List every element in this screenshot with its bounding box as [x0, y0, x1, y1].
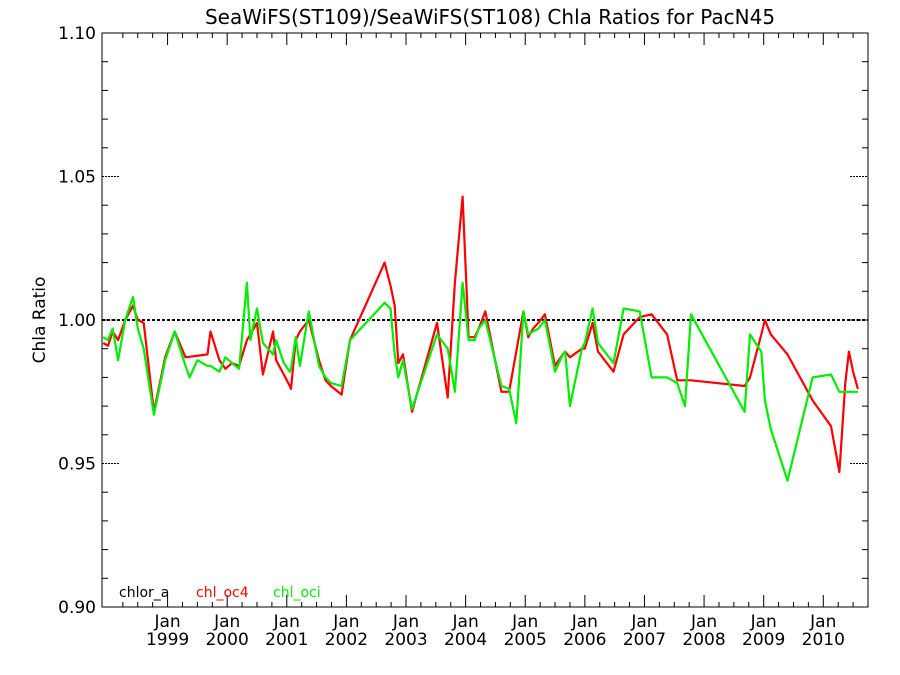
legend-entry-chlor-a: chlor_a [119, 585, 169, 601]
x-tick-month: Jan [273, 612, 300, 632]
series-line-chl-oc4 [102, 195, 859, 474]
tick-labels: 0.900.951.001.051.10Jan1999Jan2000Jan200… [58, 24, 845, 650]
data-series [102, 195, 859, 482]
chart-title: SeaWiFS(ST109)/SeaWiFS(ST108) Chla Ratio… [205, 5, 775, 29]
x-tick-month: Jan [630, 612, 657, 632]
y-axis-label: Chla Ratio [30, 277, 50, 364]
y-tick-label: 0.90 [58, 598, 96, 618]
x-tick-month: Jan [571, 612, 598, 632]
x-tick-year: 2006 [563, 630, 606, 650]
x-tick-year: 1999 [146, 630, 189, 650]
x-tick-year: 2008 [682, 630, 725, 650]
x-tick-year: 2003 [384, 630, 427, 650]
y-tick-label: 1.00 [58, 311, 96, 331]
x-tick-month: Jan [213, 612, 240, 632]
x-tick-month: Jan [153, 612, 180, 632]
legend: chlor_a chl_oc4 chl_oci [119, 585, 321, 601]
x-tick-year: 2002 [325, 630, 368, 650]
x-tick-year: 2005 [504, 630, 547, 650]
y-tick-label: 0.95 [58, 455, 96, 475]
x-tick-month: Jan [511, 612, 538, 632]
x-tick-year: 2004 [444, 630, 487, 650]
x-tick-month: Jan [690, 612, 717, 632]
y-tick-label: 1.10 [58, 24, 96, 44]
x-tick-month: Jan [332, 612, 359, 632]
x-tick-year: 2009 [742, 630, 785, 650]
x-tick-year: 2007 [623, 630, 666, 650]
x-tick-month: Jan [750, 612, 777, 632]
x-tick-year: 2001 [265, 630, 308, 650]
legend-entry-chl-oci: chl_oci [273, 585, 321, 601]
legend-entry-chl-oc4: chl_oc4 [196, 585, 249, 601]
x-tick-month: Jan [809, 612, 836, 632]
series-line-chl-oci [102, 281, 858, 482]
y-tick-label: 1.05 [58, 168, 96, 188]
x-tick-year: 2000 [206, 630, 249, 650]
x-tick-year: 2010 [802, 630, 845, 650]
x-tick-month: Jan [392, 612, 419, 632]
axis-ticks [102, 33, 868, 607]
x-tick-month: Jan [452, 612, 479, 632]
